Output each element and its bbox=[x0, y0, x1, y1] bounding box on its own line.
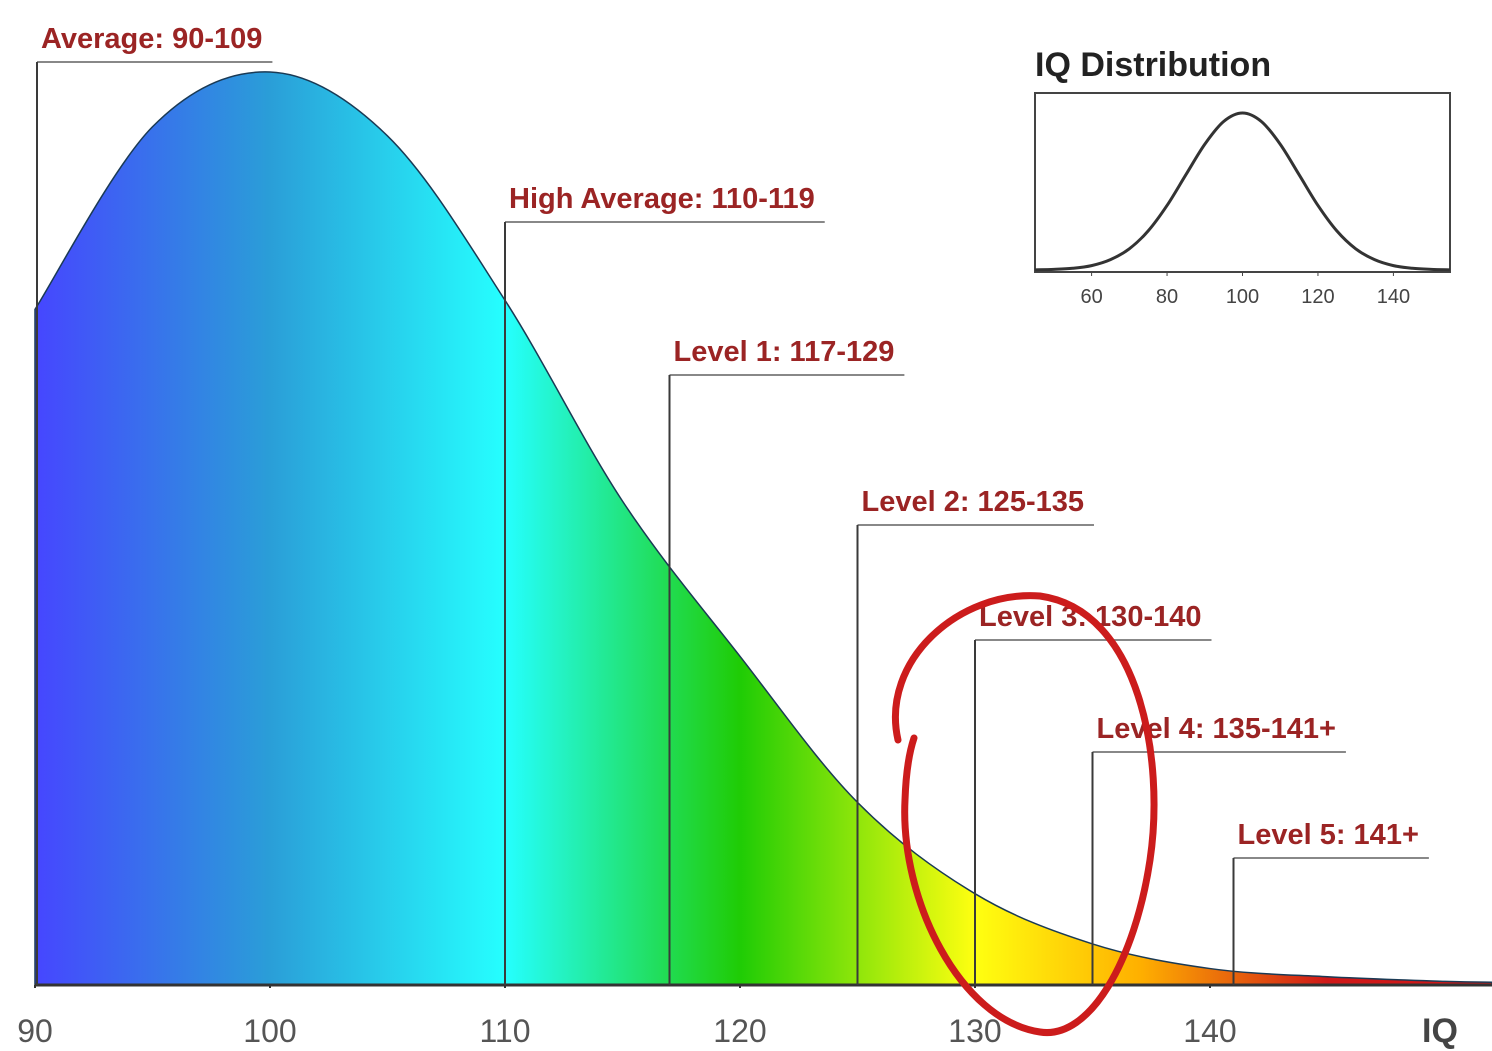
x-tick-label: 120 bbox=[713, 1013, 766, 1049]
annotation-label: Level 1: 117-129 bbox=[674, 336, 895, 368]
inset-x-tick-label: 100 bbox=[1226, 286, 1259, 308]
inset-x-tick-label: 80 bbox=[1156, 286, 1178, 308]
annotation-label: Level 4: 135-141+ bbox=[1097, 713, 1336, 745]
x-axis-label: IQ bbox=[1422, 1012, 1458, 1050]
inset-curve bbox=[1034, 111, 1451, 272]
inset-title: IQ Distribution bbox=[1035, 46, 1271, 84]
annotation-label: Average: 90-109 bbox=[41, 23, 262, 55]
x-tick-label: 130 bbox=[948, 1013, 1001, 1049]
x-tick-label: 140 bbox=[1183, 1013, 1236, 1049]
x-tick-label: 110 bbox=[479, 1013, 530, 1049]
inset-x-tick-label: 60 bbox=[1080, 286, 1102, 308]
inset-x-tick-label: 120 bbox=[1301, 286, 1334, 308]
highlight-circle bbox=[892, 592, 1158, 1036]
annotation-label: Level 5: 141+ bbox=[1238, 819, 1419, 851]
main-chart: 90 100 110 120 130 140 Average: 90-109 High Ave… bbox=[17, 23, 1492, 1049]
x-tick-label: 90 bbox=[17, 1013, 53, 1049]
x-tick-label: 100 bbox=[243, 1013, 296, 1049]
inset-x-tick-label: 140 bbox=[1377, 286, 1410, 308]
inset-frame bbox=[1034, 92, 1451, 273]
annotation-label: Level 2: 125-135 bbox=[862, 486, 1084, 518]
area bbox=[34, 71, 1492, 986]
inset-chart: 60 80 100 120 140 bbox=[1034, 111, 1451, 308]
annotation-label: High Average: 110-119 bbox=[509, 183, 815, 215]
